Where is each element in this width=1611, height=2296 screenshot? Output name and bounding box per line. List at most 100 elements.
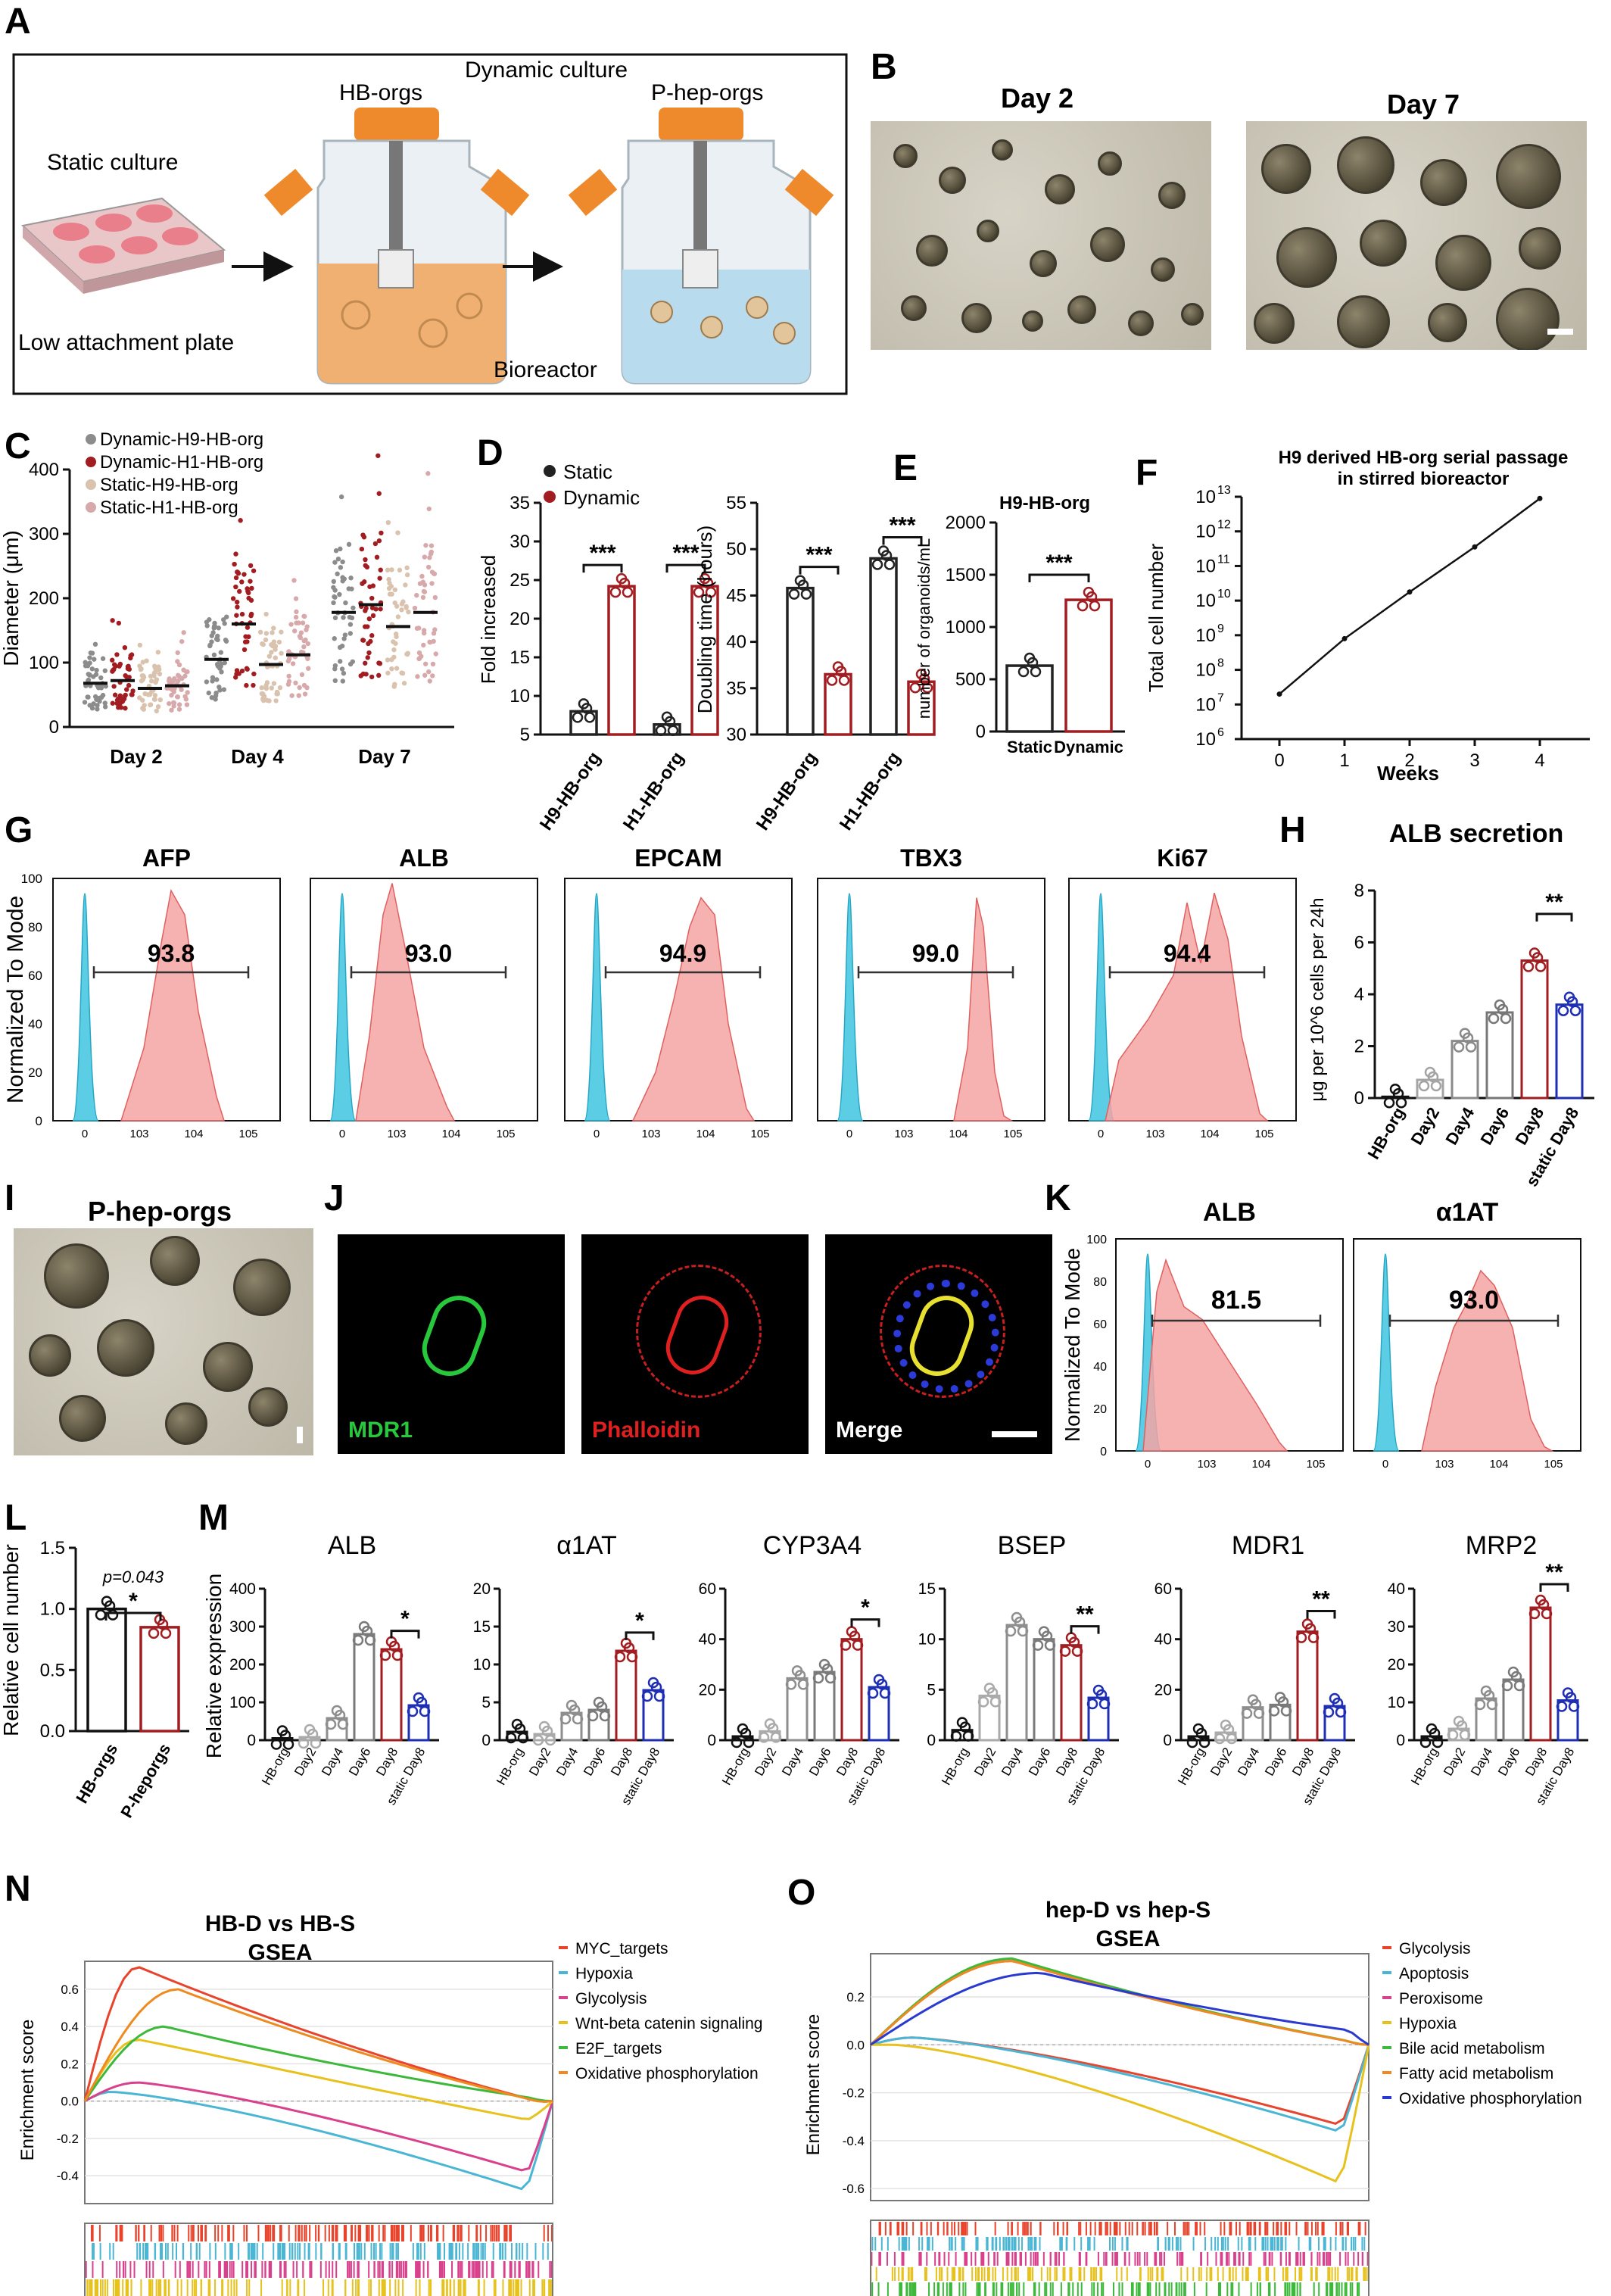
m-bar	[560, 1711, 583, 1742]
m-y-tick-label: 20	[699, 1681, 716, 1699]
c-point	[332, 615, 338, 621]
f-y-tick-exponent: 7	[1217, 691, 1224, 704]
d-legend-marker-dynamic	[544, 491, 556, 503]
m-significance: **	[1076, 1602, 1094, 1627]
d-point	[871, 559, 883, 570]
m-bar	[1529, 1606, 1552, 1742]
c-point	[139, 678, 145, 684]
m-y-tick-label: 15	[918, 1580, 936, 1598]
c-point	[425, 564, 432, 570]
m-point	[388, 1640, 400, 1652]
c-point	[389, 657, 394, 663]
g-y-tick-label: 40	[28, 1017, 42, 1031]
panel-label-b: B	[871, 47, 897, 87]
m-point	[1223, 1724, 1235, 1736]
c-point	[151, 697, 157, 702]
c-point	[292, 629, 298, 634]
m-category-label: Day4	[779, 1745, 806, 1779]
l-y-label: Relative cell number	[0, 1544, 23, 1736]
c-point	[120, 697, 125, 702]
c-point	[338, 546, 343, 552]
c-point	[346, 586, 351, 591]
c-point	[236, 671, 241, 676]
m-point	[758, 1732, 770, 1743]
g-panel-title: Ki67	[1157, 844, 1208, 872]
o-series-line	[869, 1959, 1370, 2046]
c-point	[340, 575, 345, 580]
m-panel-title: MRP2	[1466, 1531, 1537, 1560]
m-point	[840, 1639, 852, 1651]
c-point	[341, 670, 347, 676]
l-point	[104, 1600, 116, 1611]
c-point	[103, 684, 108, 689]
c-point	[249, 585, 254, 591]
m-point	[559, 1713, 572, 1725]
d-point	[797, 579, 809, 591]
m-point	[1447, 1729, 1459, 1741]
c-point	[294, 609, 299, 615]
n-y-label: Enrichment score	[17, 2020, 38, 2161]
n-series-line	[84, 2081, 554, 2172]
d-legend-static: Static	[563, 460, 612, 483]
c-point	[251, 671, 257, 677]
m-category-label: Day2	[752, 1745, 779, 1779]
c-point	[426, 506, 432, 512]
c-point	[431, 631, 437, 636]
m-bar	[1502, 1678, 1525, 1742]
m-significance: *	[861, 1596, 870, 1621]
chart-d-fold-doubling: 5 10 15 20 25 30 35 Fold increased *** H9-HB-org *…	[477, 460, 936, 834]
low-attachment-plate-label: Low attachment plate	[18, 330, 234, 355]
m-category-label: Day2	[526, 1745, 553, 1779]
c-point	[167, 676, 172, 682]
k-x-tick-label: 104	[1251, 1458, 1270, 1471]
d-d1-y-tick-label: 30	[509, 532, 530, 552]
c-point	[271, 625, 276, 631]
l-y-tick-label: 0.0	[40, 1721, 65, 1742]
g-gate-percent: 93.0	[405, 940, 452, 967]
c-point	[213, 697, 218, 702]
c-point	[376, 660, 382, 666]
c-point	[151, 670, 157, 676]
d-point	[584, 712, 596, 723]
c-point	[297, 633, 303, 639]
c-point	[285, 682, 291, 687]
m-point	[307, 1728, 319, 1740]
c-point	[126, 682, 132, 688]
chart-l-relative-cell-number: 0.0 0.5 1.0 1.5 Relative cell number HB-orgsP…	[0, 1538, 189, 1821]
c-point	[248, 613, 254, 619]
c-point	[212, 620, 217, 626]
h-y-tick-label: 0	[1354, 1088, 1364, 1109]
m-y-tick-label: 0	[927, 1732, 936, 1749]
m-bar	[1556, 1699, 1579, 1742]
c-point	[269, 650, 274, 655]
m-y-tick-label: 5	[927, 1681, 936, 1699]
c-point	[169, 692, 174, 698]
c-point	[214, 677, 220, 682]
o-y-label: Enrichment score	[803, 2014, 824, 2156]
m-category-label: Day8	[1522, 1745, 1550, 1779]
c-point	[97, 698, 102, 704]
panel-label-e: E	[893, 448, 918, 488]
d-point	[655, 725, 667, 736]
m-significance-bracket	[1070, 1625, 1100, 1634]
o-legend-label: Hypoxia	[1399, 2015, 1457, 2032]
m-category-label: Day4	[553, 1745, 581, 1779]
m-y-tick-label: 300	[229, 1618, 256, 1636]
l-y-tick-label: 1.0	[40, 1599, 65, 1620]
m-point	[1332, 1697, 1344, 1709]
l-significance: *	[129, 1589, 138, 1614]
n-rank-frame	[84, 2223, 553, 2296]
n-series-line	[83, 2025, 553, 2103]
f-point	[1341, 635, 1348, 641]
k-x-tick-label: 103	[1435, 1458, 1454, 1471]
c-point	[422, 554, 428, 560]
c-point	[385, 670, 391, 675]
m-point	[1538, 1599, 1550, 1611]
g-gate	[350, 966, 507, 978]
f-y-tick-exponent: 10	[1217, 588, 1231, 601]
c-point	[239, 579, 245, 585]
m-bar	[380, 1648, 403, 1742]
d-significance: ***	[672, 541, 699, 566]
m-point	[876, 1678, 888, 1690]
e-y-tick-label: 1500	[946, 565, 986, 585]
